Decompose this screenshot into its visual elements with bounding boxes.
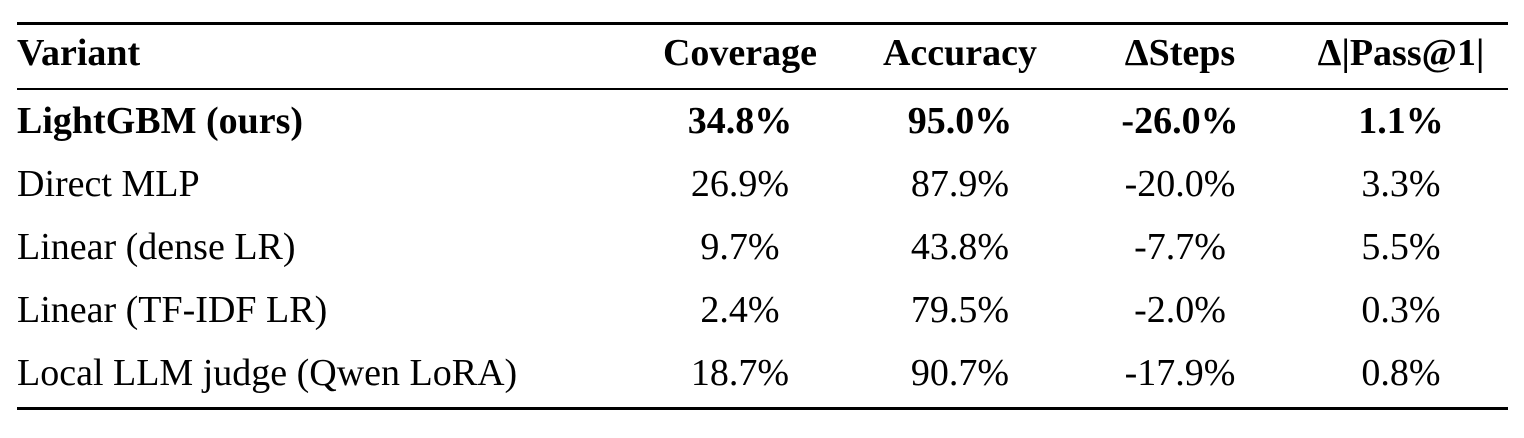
variant-cell: Direct MLP — [17, 163, 200, 205]
column-header-delta-pass1: Δ|Pass@1| — [1317, 32, 1485, 74]
table-row: Linear (dense LR) 9.7% 43.8% -7.7% 5.5% — [0, 216, 1524, 278]
header-rule — [17, 88, 1508, 90]
coverage-cell: 18.7% — [690, 352, 790, 394]
bottom-rule — [17, 407, 1508, 410]
table-row: LightGBM (ours) 34.8% 95.0% -26.0% 1.1% — [0, 90, 1524, 152]
accuracy-cell: 87.9% — [910, 163, 1010, 205]
delta-steps-cell: -7.7% — [1134, 226, 1226, 268]
delta-steps-cell: -20.0% — [1124, 163, 1236, 205]
delta-pass1-cell: 0.3% — [1361, 289, 1441, 331]
accuracy-cell: 43.8% — [910, 226, 1010, 268]
delta-pass1-cell: 0.8% — [1361, 352, 1441, 394]
table-row: Direct MLP 26.9% 87.9% -20.0% 3.3% — [0, 153, 1524, 215]
coverage-cell: 9.7% — [700, 226, 780, 268]
delta-pass1-cell: 1.1% — [1358, 100, 1444, 142]
coverage-cell: 26.9% — [690, 163, 790, 205]
variant-cell: Linear (TF-IDF LR) — [17, 289, 328, 331]
delta-pass1-cell: 5.5% — [1361, 226, 1441, 268]
top-rule — [17, 22, 1508, 25]
table-header-row: Variant Coverage Accuracy ΔSteps Δ|Pass@… — [0, 22, 1524, 84]
column-header-accuracy: Accuracy — [882, 32, 1038, 74]
variant-cell: Linear (dense LR) — [17, 226, 296, 268]
column-header-delta-steps: ΔSteps — [1124, 32, 1236, 74]
delta-steps-cell: -17.9% — [1124, 352, 1236, 394]
table-row: Local LLM judge (Qwen LoRA) 18.7% 90.7% … — [0, 342, 1524, 404]
column-header-variant: Variant — [17, 32, 141, 74]
delta-steps-cell: -26.0% — [1121, 100, 1239, 142]
coverage-cell: 2.4% — [700, 289, 780, 331]
variant-cell: LightGBM (ours) — [17, 100, 304, 142]
variant-cell: Local LLM judge (Qwen LoRA) — [17, 352, 518, 394]
column-header-coverage: Coverage — [662, 32, 818, 74]
delta-pass1-cell: 3.3% — [1361, 163, 1441, 205]
accuracy-cell: 95.0% — [907, 100, 1013, 142]
delta-steps-cell: -2.0% — [1134, 289, 1226, 331]
table-row: Linear (TF-IDF LR) 2.4% 79.5% -2.0% 0.3% — [0, 279, 1524, 341]
coverage-cell: 34.8% — [687, 100, 793, 142]
accuracy-cell: 79.5% — [910, 289, 1010, 331]
accuracy-cell: 90.7% — [910, 352, 1010, 394]
